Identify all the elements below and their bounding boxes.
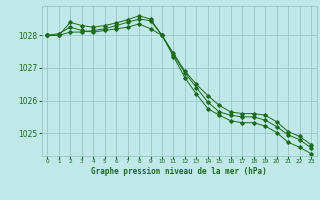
X-axis label: Graphe pression niveau de la mer (hPa): Graphe pression niveau de la mer (hPa): [91, 167, 267, 176]
